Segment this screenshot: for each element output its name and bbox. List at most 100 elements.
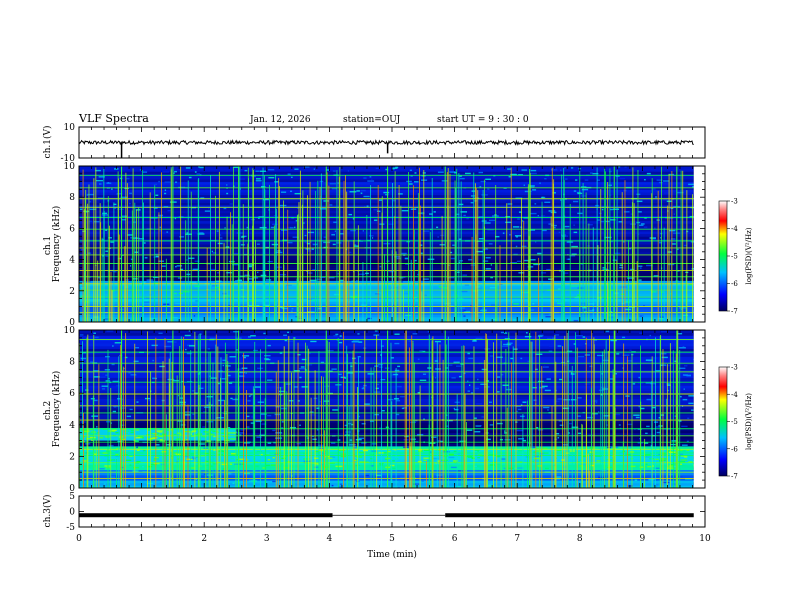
ch1-spectrogram-speckle [212,252,217,254]
ch1-spectrogram-speckle [102,212,108,215]
ch1-spectrogram-speckle [470,295,473,297]
ch2-colorbar-tick-label: -4 [731,391,738,399]
ch1-spectrogram-band [79,236,694,240]
ch1-spectrogram-speckle [315,278,322,281]
ch1-spectrogram-speckle [186,232,189,234]
ch1-spectrogram-speckle [459,175,462,177]
ch1-spectrogram-speckle [307,250,312,252]
ch1-spectrogram-band [79,241,694,245]
ch2-spectrogram-speckle [159,481,162,484]
ch1-spectrogram-speckle [466,198,468,201]
ch2-spectrogram-ytick-label: 10 [64,326,76,336]
ch2-spectrogram-speckle [394,449,397,451]
ch2-spectrogram-speckle [369,420,374,423]
ch2-spectrogram-no-data [693,330,705,488]
ch1-spectrogram-speckle [562,272,569,274]
ch2-spectrogram-speckle [310,340,317,343]
ch2-spectrogram-speckle [543,365,546,368]
ch2-spectrogram-speckle [651,465,654,467]
ch2-spectrogram-speckle [184,439,187,441]
ch2-spectrogram-speckle [435,368,441,370]
ch2-spectrogram-speckle [518,438,525,440]
ch2-spectrogram-speckle [316,463,320,465]
ch2-spectrogram-speckle [629,349,632,351]
ch2-spectrogram-speckle [93,399,98,402]
ch2-spectrogram-speckle [141,437,145,439]
ch2-spectrogram-band [79,472,694,476]
ch1-spectrogram-speckle [378,199,383,201]
ch2-spectrogram-speckle [454,408,459,411]
ch1-spectrogram-speckle [347,170,349,172]
ch2-spectrogram-speckle [541,385,548,388]
ch2-spectrogram-speckle [659,460,664,462]
ch1-spectrogram-speckle [129,192,132,195]
ch1-spectrogram-speckle [524,190,529,193]
ch1-spectrogram-speckle [356,279,358,282]
ch2-spectrogram-speckle [571,426,579,428]
ch1-spectrogram-speckle [561,294,563,296]
ch2-spectrogram-band [79,459,694,463]
ch2-spectrogram-speckle [364,460,368,463]
ch1-spectrogram-speckle [268,176,275,179]
ch1-spectrogram-band [79,244,694,248]
ch2-spectrogram-speckle [555,457,558,459]
ch1-spectrogram-speckle [273,286,275,288]
ch1-spectrogram-ytick-label: 8 [69,193,75,203]
ch2-spectrogram-band [79,385,694,389]
ch1-spectrogram-speckle [564,178,568,180]
ch1-spectrogram-speckle [307,231,315,234]
ch2-spectrogram-speckle [129,464,132,466]
ch1-spectrogram-speckle [331,188,337,190]
ch1-spectrogram-speckle [280,306,283,309]
ch2-spectrogram-speckle [102,428,108,430]
ch1-spectrogram-speckle [624,166,627,168]
ch2-spectrogram-speckle [132,470,139,472]
ch2-spectrogram-speckle [194,434,198,436]
ch2-spectrogram-speckle [285,455,290,457]
ch2-spectrogram-speckle [83,457,87,460]
ch1-spectrogram-speckle [566,235,568,237]
ch1-spectrogram-speckle [636,200,643,203]
ch1-spectrogram-speckle [255,170,260,172]
ch2-spectrogram-speckle [133,360,139,363]
ch2-spectrogram-speckle [492,451,497,454]
ch2-spectrogram-speckle [279,352,283,354]
ch2-spectrogram-speckle [376,474,382,477]
ch1-spectrogram-speckle [98,176,105,178]
ch1-spectrogram-speckle [612,259,618,261]
ch2-spectrogram-speckle [360,363,362,365]
ch2-spectrogram-speckle [582,336,586,338]
ch1-spectrogram-speckle [583,311,588,313]
ch1-spectrogram-band [79,171,694,175]
ch1-spectrogram-speckle [507,168,512,170]
ch2-spectrogram-speckle [639,407,645,410]
ch2-spectrogram-speckle [91,415,99,417]
ch2-spectrogram-speckle [654,484,659,486]
ch1-spectrogram-speckle [360,189,366,192]
ch2-spectrogram-speckle [137,447,141,449]
ch2-spectrogram-speckle [217,370,223,372]
ch2-spectrogram-speckle [191,390,195,392]
ch1-spectrogram-band [79,316,694,320]
ch1-spectrogram-speckle [644,217,647,219]
ch2-spectrogram-speckle [320,361,325,364]
ch1-spectrogram-speckle [436,226,439,229]
ch2-spectrogram-speckle [248,395,251,397]
ch1-spectrogram-speckle [258,217,260,220]
ch2-colorbar-tick-label: -6 [731,445,738,453]
ch1-spectrogram-band [79,277,694,281]
ch2-spectrogram-speckle [577,461,580,463]
ch1-spectrogram-speckle [383,191,390,194]
ch2-spectrogram-speckle [622,354,630,356]
ch2-spectrogram-speckle [192,413,195,416]
ch2-ylabel-channel: ch.2 [43,401,53,420]
ch2-spectrogram-speckle [639,466,644,468]
ch1-spectrogram-speckle [552,192,556,194]
station-label: station=OUJ [343,115,401,125]
ch1-spectrogram-speckle [417,273,420,276]
ch2-spectrogram-speckle [204,406,211,408]
ch2-spectrogram-band [79,477,694,481]
ch2-spectrogram-speckle [102,373,104,375]
ch2-spectrogram-speckle [130,430,134,432]
ch2-spectrogram-speckle [648,359,652,362]
